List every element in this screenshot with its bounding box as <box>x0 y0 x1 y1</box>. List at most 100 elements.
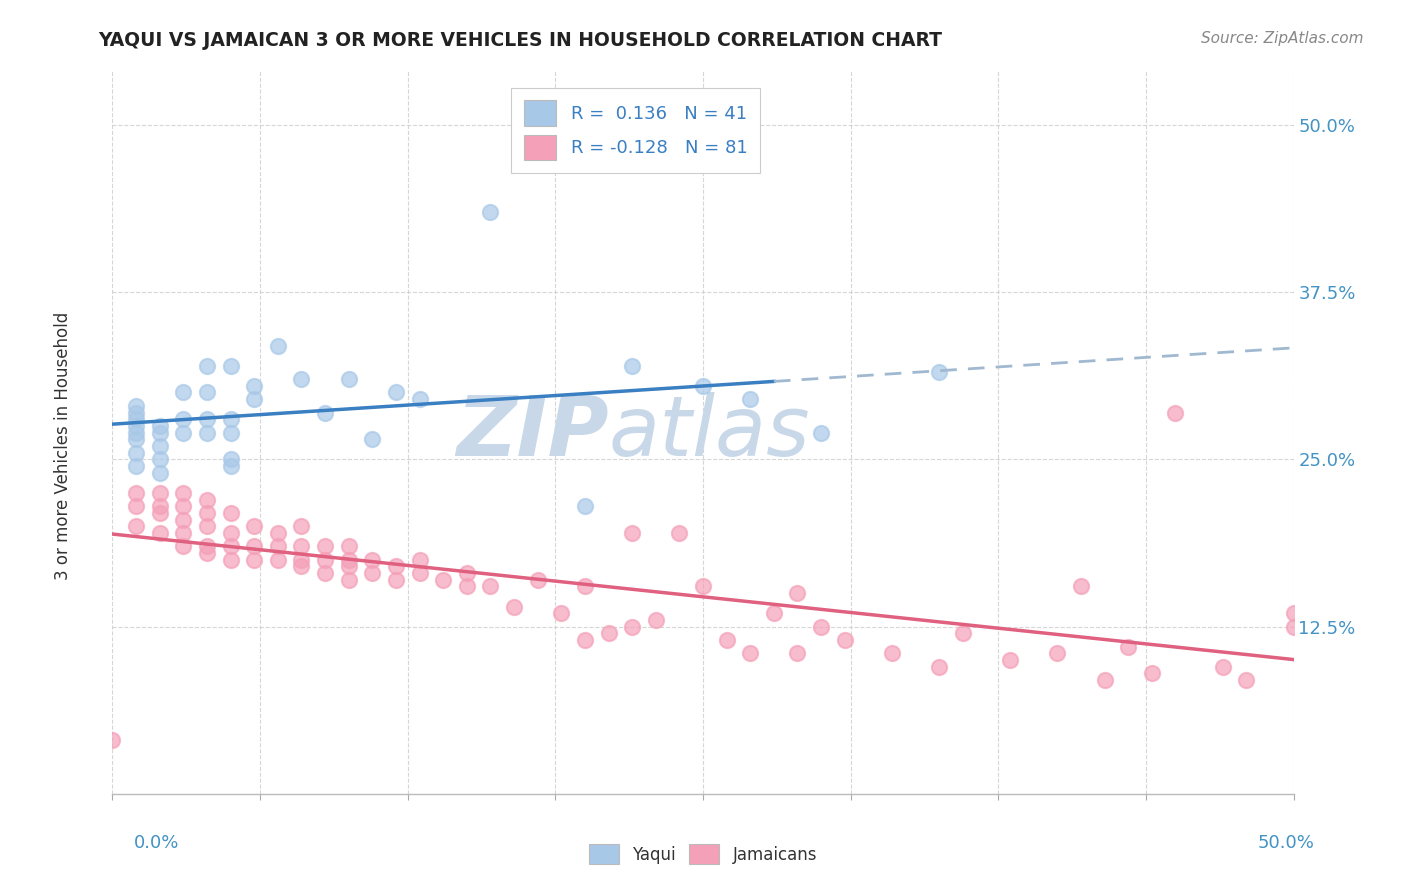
Point <box>644 613 666 627</box>
Text: Source: ZipAtlas.com: Source: ZipAtlas.com <box>1201 31 1364 46</box>
Point <box>1094 673 1116 688</box>
Point <box>621 359 644 373</box>
Point <box>574 500 596 514</box>
Point <box>219 412 242 426</box>
Point <box>337 372 360 386</box>
Point <box>149 419 172 434</box>
Point <box>125 433 148 447</box>
Point <box>574 580 596 594</box>
Point <box>408 553 430 567</box>
Point <box>125 412 148 426</box>
Point <box>195 506 218 520</box>
Point <box>195 385 218 400</box>
Point <box>267 553 290 567</box>
Point <box>172 526 194 541</box>
Point <box>337 559 360 574</box>
Point <box>243 553 266 567</box>
Point <box>361 566 384 581</box>
Point <box>290 559 312 574</box>
Point <box>479 580 502 594</box>
Point <box>385 385 408 400</box>
Point <box>361 553 384 567</box>
Text: atlas: atlas <box>609 392 810 473</box>
Point <box>810 620 832 634</box>
Point <box>928 366 950 380</box>
Point <box>998 653 1021 667</box>
Point <box>219 459 242 474</box>
Point <box>195 425 218 440</box>
Legend: Yaqui, Jamaicans: Yaqui, Jamaicans <box>582 838 824 871</box>
Point <box>456 566 478 581</box>
Point <box>337 539 360 553</box>
Text: YAQUI VS JAMAICAN 3 OR MORE VEHICLES IN HOUSEHOLD CORRELATION CHART: YAQUI VS JAMAICAN 3 OR MORE VEHICLES IN … <box>98 31 942 50</box>
Text: 0.0%: 0.0% <box>134 834 179 852</box>
Point <box>1234 673 1257 688</box>
Text: 3 or more Vehicles in Household: 3 or more Vehicles in Household <box>55 312 72 580</box>
Point <box>195 492 218 507</box>
Point <box>125 519 148 533</box>
Point <box>172 412 194 426</box>
Point <box>149 506 172 520</box>
Point <box>716 633 738 648</box>
Point <box>668 526 690 541</box>
Point <box>385 573 408 587</box>
Point <box>267 339 290 353</box>
Point <box>243 539 266 553</box>
Point <box>928 660 950 674</box>
Point <box>786 586 808 600</box>
Point <box>1282 607 1305 621</box>
Point <box>219 539 242 553</box>
Point <box>574 633 596 648</box>
Point <box>172 485 194 500</box>
Point <box>1070 580 1092 594</box>
Point <box>195 539 218 553</box>
Point <box>125 419 148 434</box>
Point <box>149 425 172 440</box>
Point <box>219 452 242 467</box>
Point <box>361 433 384 447</box>
Point <box>172 425 194 440</box>
Point <box>172 512 194 526</box>
Point <box>385 559 408 574</box>
Point <box>1164 406 1187 420</box>
Point <box>526 573 548 587</box>
Point <box>149 439 172 453</box>
Point <box>267 539 290 553</box>
Point <box>337 553 360 567</box>
Point <box>243 519 266 533</box>
Point <box>172 500 194 514</box>
Point <box>740 392 762 407</box>
Point <box>290 539 312 553</box>
Point <box>219 359 242 373</box>
Legend: R =  0.136   N = 41, R = -0.128   N = 81: R = 0.136 N = 41, R = -0.128 N = 81 <box>512 87 761 173</box>
Point <box>125 425 148 440</box>
Point <box>195 412 218 426</box>
Point <box>834 633 856 648</box>
Point <box>880 646 903 660</box>
Point <box>149 485 172 500</box>
Point <box>408 566 430 581</box>
Point <box>149 526 172 541</box>
Point <box>219 553 242 567</box>
Point <box>290 372 312 386</box>
Point <box>149 466 172 480</box>
Text: 50.0%: 50.0% <box>1258 834 1315 852</box>
Point <box>740 646 762 660</box>
Point <box>290 553 312 567</box>
Point <box>503 599 526 614</box>
Point <box>219 425 242 440</box>
Point <box>692 379 714 393</box>
Point <box>1046 646 1069 660</box>
Point <box>149 500 172 514</box>
Point <box>337 573 360 587</box>
Point <box>314 539 336 553</box>
Point <box>762 607 785 621</box>
Point <box>125 485 148 500</box>
Point <box>290 519 312 533</box>
Point <box>786 646 808 660</box>
Point <box>314 553 336 567</box>
Point <box>432 573 454 587</box>
Point <box>243 392 266 407</box>
Point <box>243 379 266 393</box>
Point <box>621 620 644 634</box>
